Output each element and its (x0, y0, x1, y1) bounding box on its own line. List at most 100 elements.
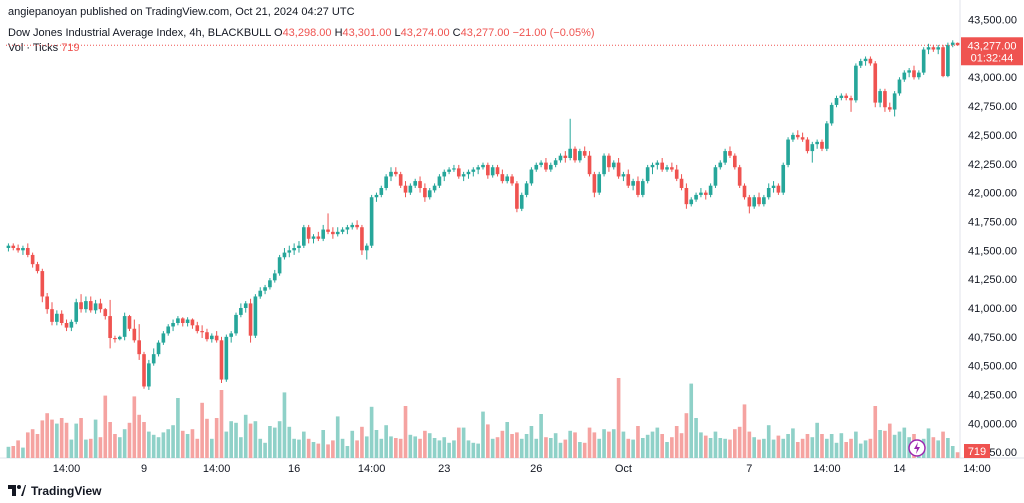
volume-bar (616, 378, 621, 458)
y-tick-label: 42,250.00 (968, 159, 1017, 171)
volume-bar (800, 438, 805, 458)
candle-body (805, 139, 810, 152)
volume-bar (98, 437, 103, 458)
volume-bar (897, 431, 902, 458)
volume-bar (340, 438, 345, 458)
candle-body (733, 155, 737, 168)
candle-body (176, 318, 180, 323)
candle-body (335, 231, 340, 235)
volume-bar (93, 419, 98, 458)
volume-bar (272, 427, 277, 458)
candle-body (55, 313, 59, 322)
volume-bar (45, 413, 49, 458)
candle-body (611, 162, 616, 168)
x-tick-label: 26 (530, 463, 542, 475)
candle-body (747, 197, 752, 207)
volume-bar (389, 436, 393, 458)
volume-bar (825, 438, 829, 458)
volume-bar (553, 433, 558, 458)
candle-body (931, 47, 936, 50)
x-tick-label: 14 (893, 463, 905, 475)
volume-bar (650, 431, 655, 458)
candle-body (631, 181, 635, 186)
volume-bar (548, 438, 553, 458)
candle-body (486, 164, 490, 176)
candle-body (461, 174, 466, 177)
candle-body (340, 229, 345, 232)
candle-body (781, 164, 786, 193)
candle-body (505, 176, 510, 182)
volume-bar (287, 426, 292, 458)
candle-body (766, 188, 771, 198)
candle-body (171, 323, 175, 327)
volume-bar (398, 438, 403, 458)
candle-body (703, 192, 708, 195)
volume-bar (476, 443, 480, 458)
candle-body (113, 338, 117, 340)
ohlc-low: L43,274.00 (394, 27, 450, 39)
candle-body (519, 194, 524, 209)
candle-body (573, 148, 577, 161)
volume-bar (713, 431, 718, 458)
volume-bar (858, 443, 863, 458)
volume-bar (456, 427, 461, 458)
y-tick-label: 41,750.00 (968, 216, 1017, 228)
candle-body (524, 183, 529, 195)
volume-bar (563, 439, 568, 458)
volume-bar (834, 442, 839, 458)
volume-bar (306, 438, 311, 458)
candle-body (287, 250, 292, 253)
volume-bar (873, 406, 878, 458)
x-tick-label: 14:00 (813, 463, 841, 475)
candle-body (398, 174, 403, 186)
candle-body (776, 185, 781, 193)
candle-body (539, 162, 543, 165)
candle-body (728, 151, 732, 156)
volume-bar (394, 438, 398, 458)
volume-bar (103, 395, 108, 458)
candle-body (277, 257, 282, 274)
volume-bar (311, 442, 316, 458)
candle-body (815, 141, 819, 145)
volume-bar (742, 404, 747, 458)
volume-bar (214, 418, 219, 458)
candle-body (345, 227, 350, 230)
volume-bar (926, 428, 931, 458)
candle-body (156, 342, 161, 355)
candle-body (578, 151, 582, 161)
x-tick-label: 14:00 (53, 463, 81, 475)
candle-body (423, 188, 427, 198)
volume-bar (510, 434, 514, 458)
volume-bar (369, 406, 374, 458)
candle-body (297, 245, 301, 248)
volume-bar (331, 440, 335, 458)
candle-body (878, 91, 882, 103)
x-tick-label: 14:00 (963, 463, 991, 475)
volume-bar (50, 419, 54, 458)
volume-bar (229, 421, 233, 458)
candle-body (849, 98, 853, 101)
candle-body (384, 176, 388, 188)
volume-bar (360, 426, 364, 458)
volume-bar (810, 437, 815, 458)
candle-body (321, 229, 326, 239)
volume-bar (142, 422, 146, 458)
volume-bar (519, 438, 524, 458)
volume-bar (495, 437, 500, 458)
volume-bar (64, 422, 69, 458)
candle-body (239, 308, 243, 315)
y-tick-label: 42,750.00 (968, 101, 1017, 113)
candle-body (161, 333, 166, 343)
volume-bar (665, 442, 669, 458)
candle-body (108, 316, 112, 338)
volume-bar (384, 425, 388, 458)
volume-bar (878, 430, 882, 458)
volume-bar (689, 383, 694, 458)
candle-body (40, 271, 45, 297)
volume-bar (185, 434, 190, 458)
volume-bar (166, 429, 171, 458)
candle-body (616, 162, 621, 177)
candle-body (209, 335, 214, 340)
candle-body (190, 319, 195, 326)
